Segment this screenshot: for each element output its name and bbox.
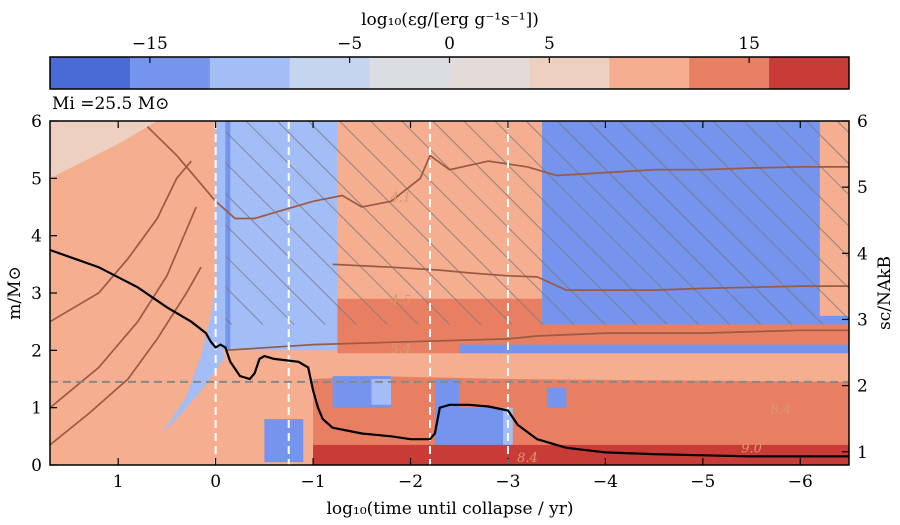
y-tick-label-right: 3 xyxy=(857,310,868,330)
colorbar: −15 −5 0 5 15 xyxy=(49,34,850,90)
y-axis-label-right: sc/NAkB xyxy=(875,256,895,330)
region-core-cool-b xyxy=(371,379,391,405)
y-tick-label-left: 1 xyxy=(31,399,42,419)
y-tick-label-right: 4 xyxy=(857,244,868,264)
y-tick-label-right: 2 xyxy=(857,377,868,397)
contour-labels: 4.1 4.5 5.4 8.4 9.0 8.4 xyxy=(389,190,791,466)
x-tick-label: 1 xyxy=(113,472,124,492)
colorbar-tick-label: −15 xyxy=(132,34,168,54)
y-tick-label-right: 5 xyxy=(857,178,868,198)
colorbar-swatch xyxy=(129,57,211,89)
y-tick-label-left: 5 xyxy=(31,169,42,189)
mass-contour xyxy=(332,263,849,291)
y-tick-label-right: 6 xyxy=(857,112,868,132)
colorbar-swatch xyxy=(449,57,530,89)
y-tick-label-left: 4 xyxy=(31,227,42,247)
colorbar-tick-label: 5 xyxy=(544,34,555,54)
region-core-tongue xyxy=(162,287,226,434)
x-tick-label: 0 xyxy=(210,472,221,492)
region-core-cool-f xyxy=(264,419,304,463)
colorbar-swatch xyxy=(369,57,450,89)
plot-area: 4.1 4.5 5.4 8.4 9.0 8.4 xyxy=(50,121,849,466)
y-tick-label-left: 3 xyxy=(31,284,42,304)
y-axis-label-left: m/M⊙ xyxy=(5,266,25,320)
convective-hatch xyxy=(225,121,849,325)
colorbar-swatch xyxy=(289,57,371,89)
region-core-cool-g xyxy=(546,387,567,408)
hatched-regions xyxy=(225,121,849,325)
colorbar-tick-label: −5 xyxy=(337,34,362,54)
central-entropy-curve xyxy=(50,248,849,458)
colorbar-swatch xyxy=(609,57,690,89)
contour-label: 8.4 xyxy=(517,451,538,466)
colorbar-swatch xyxy=(209,57,291,89)
contour-label: 5.4 xyxy=(390,342,411,357)
colorbar-tick-label: 15 xyxy=(738,34,760,54)
mass-contour xyxy=(50,160,192,323)
mass-contour xyxy=(50,206,197,409)
y-tick-label-right: 1 xyxy=(857,443,868,463)
axes: 1 0 −1 −2 −3 −4 −5 −6 0 1 2 3 4 5 6 1 2 3 4 5 6 xyxy=(31,112,868,492)
region-core-hot xyxy=(313,444,849,465)
x-axis-label: log₁₀(time until collapse / yr) xyxy=(326,499,573,519)
mass-contours xyxy=(50,126,849,446)
contour-label: 4.1 xyxy=(389,190,411,205)
y-tick-label-left: 6 xyxy=(31,112,42,132)
vertical-dashed-lines xyxy=(214,121,509,465)
x-tick-label: −2 xyxy=(398,472,423,492)
contour-label: 8.4 xyxy=(770,402,791,417)
y-tick-label-left: 2 xyxy=(31,341,42,361)
colorbar-label: log₁₀(εg/[erg g⁻¹s⁻¹]) xyxy=(361,10,539,30)
mass-contour xyxy=(146,126,849,220)
colorbar-swatch xyxy=(769,57,850,89)
initial-mass-annotation: Mi =25.5 M⊙ xyxy=(52,94,169,114)
region-thin-band xyxy=(459,344,849,354)
colorbar-swatch xyxy=(50,57,131,89)
x-tick-label: −6 xyxy=(788,472,813,492)
contour-label: 9.0 xyxy=(741,441,762,456)
region-envelope-top xyxy=(50,121,158,179)
colorbar-tick-label: 0 xyxy=(444,34,455,54)
x-tick-label: −5 xyxy=(690,472,715,492)
region-core-cool-c xyxy=(434,379,460,465)
mass-contour xyxy=(225,329,849,352)
x-tick-label: −3 xyxy=(495,472,520,492)
x-tick-label: −4 xyxy=(593,472,618,492)
colorbar-swatch xyxy=(529,57,610,89)
mass-contour xyxy=(50,266,202,446)
contour-label: 4.5 xyxy=(389,293,411,308)
colorbar-swatch xyxy=(689,57,770,89)
y-tick-label-left: 0 xyxy=(31,456,42,476)
x-tick-label: −1 xyxy=(301,472,326,492)
